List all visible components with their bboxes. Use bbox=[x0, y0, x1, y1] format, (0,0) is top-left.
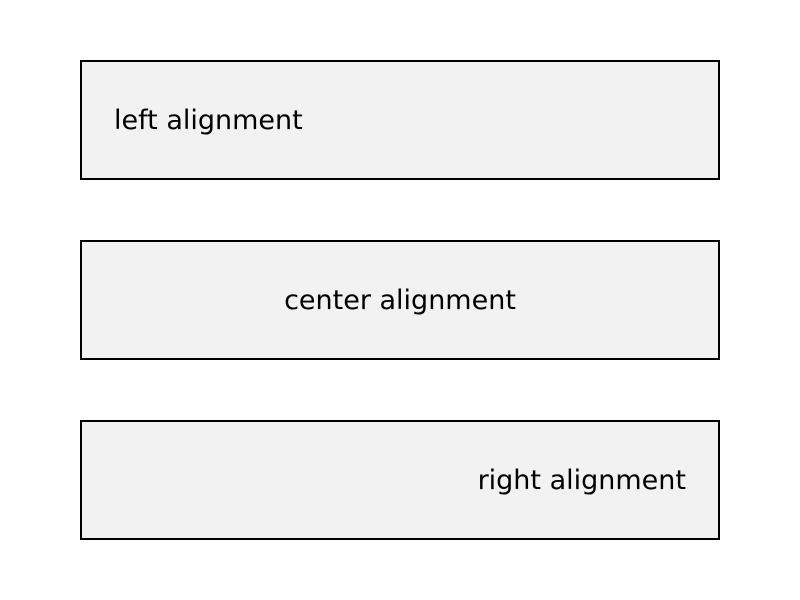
left-alignment-box: left alignment bbox=[80, 60, 720, 180]
center-alignment-label: center alignment bbox=[284, 284, 516, 316]
left-alignment-label: left alignment bbox=[114, 104, 303, 136]
center-alignment-box: center alignment bbox=[80, 240, 720, 360]
right-alignment-label: right alignment bbox=[477, 464, 686, 496]
right-alignment-box: right alignment bbox=[80, 420, 720, 540]
